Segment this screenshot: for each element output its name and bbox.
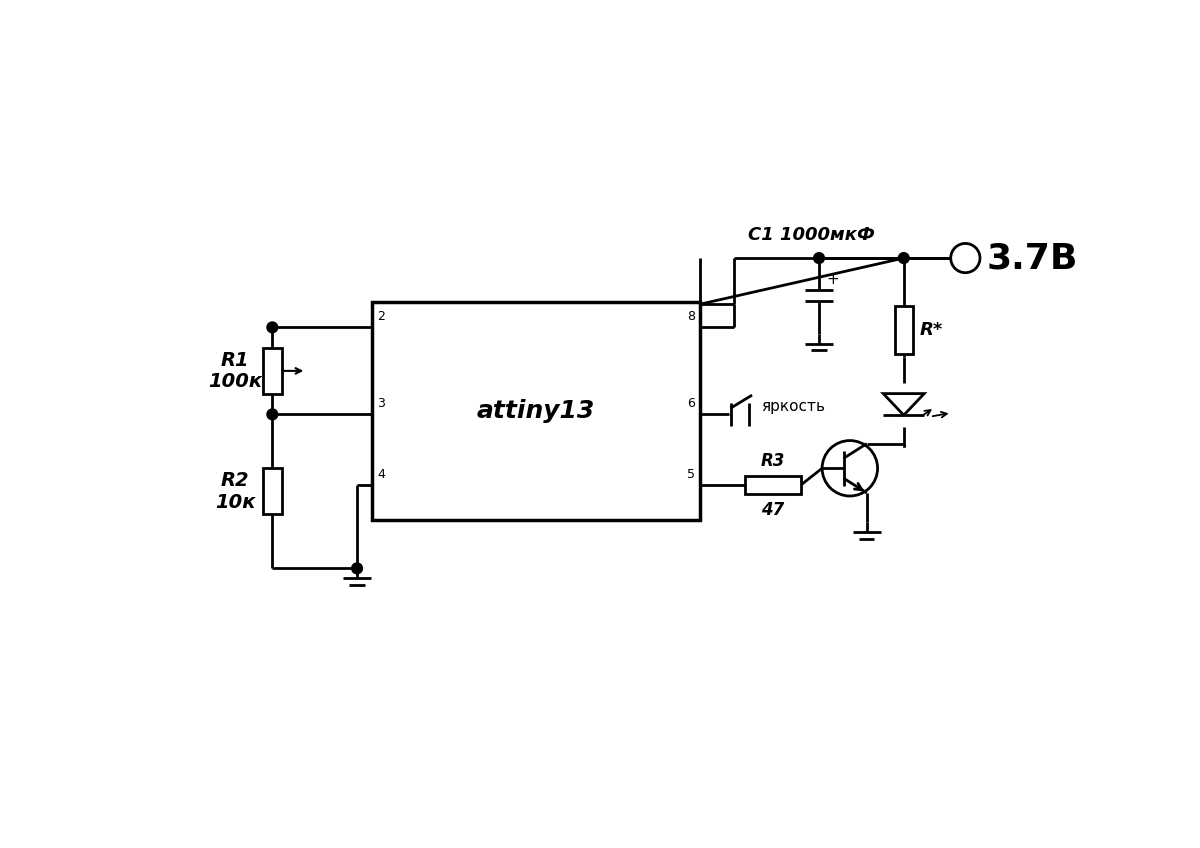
Text: 4: 4 [377, 467, 385, 481]
Circle shape [814, 253, 824, 264]
Text: яркость: яркость [761, 399, 826, 414]
Circle shape [899, 253, 910, 264]
Text: R*: R* [919, 321, 942, 338]
Text: R3: R3 [761, 452, 785, 470]
Text: R2: R2 [221, 471, 250, 490]
Text: 2: 2 [377, 310, 385, 323]
Text: Артем кошин83: Артем кошин83 [482, 355, 620, 374]
Bar [745, 477, 800, 494]
Polygon shape [883, 393, 924, 416]
Text: 3.7В: 3.7В [986, 241, 1079, 275]
Text: +: + [827, 272, 840, 287]
Circle shape [822, 441, 877, 496]
Text: C1 1000мкФ: C1 1000мкФ [748, 226, 875, 244]
Text: R1: R1 [221, 350, 250, 370]
Circle shape [352, 563, 362, 574]
Text: attiny13: attiny13 [476, 399, 595, 423]
Text: 5: 5 [688, 467, 695, 481]
Text: 8: 8 [688, 310, 695, 323]
Text: 100к: 100к [209, 372, 263, 391]
Bar [372, 302, 700, 520]
Bar [263, 468, 282, 515]
Text: 47: 47 [761, 500, 785, 519]
Text: 6: 6 [688, 397, 695, 410]
Text: 10к: 10к [215, 493, 256, 511]
Circle shape [266, 322, 277, 332]
Circle shape [266, 409, 277, 420]
Bar [263, 348, 282, 394]
Text: 3: 3 [377, 397, 385, 410]
Circle shape [950, 243, 980, 273]
Bar [894, 306, 913, 354]
